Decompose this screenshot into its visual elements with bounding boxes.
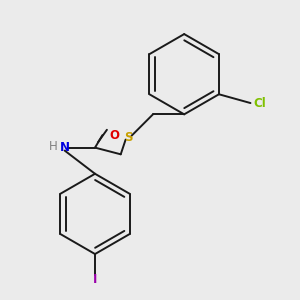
Text: I: I [93, 273, 97, 286]
Text: Cl: Cl [254, 97, 266, 110]
Text: O: O [110, 129, 120, 142]
Text: H: H [48, 140, 57, 153]
Text: N: N [60, 141, 70, 154]
Text: S: S [124, 131, 133, 144]
